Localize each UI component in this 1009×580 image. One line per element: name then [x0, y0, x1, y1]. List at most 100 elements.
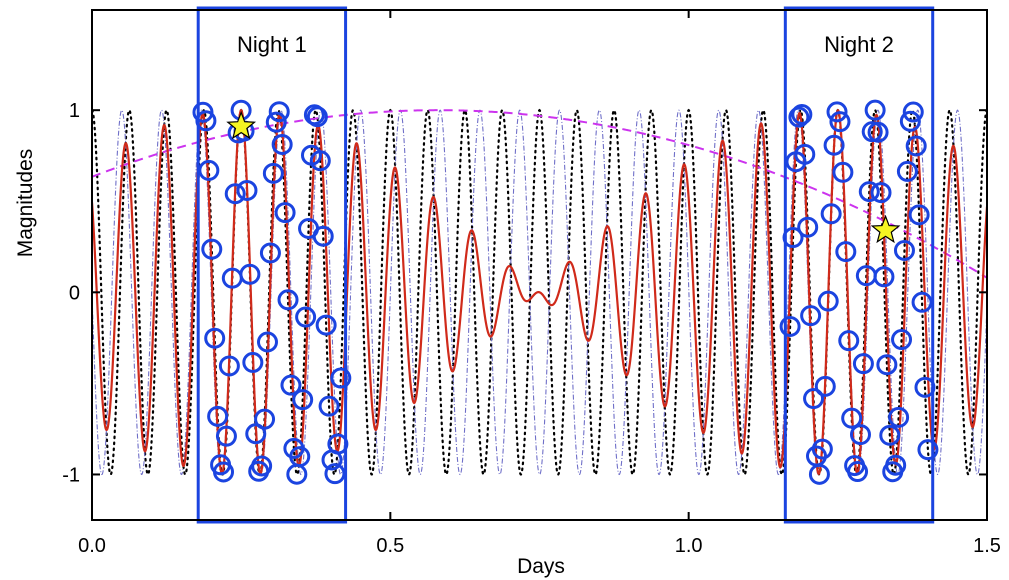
observation-point — [888, 406, 910, 428]
observation-point — [277, 289, 299, 311]
observation-point — [864, 99, 886, 121]
observation-point — [899, 110, 921, 132]
y-axis-label: Magnitudes — [14, 149, 37, 258]
observation-point — [893, 239, 915, 261]
observation-point — [242, 351, 264, 373]
axis-tick-labels: 0.0 0.5 1.0 1.5 -1 0 1 — [62, 100, 1001, 557]
observation-point — [195, 110, 217, 132]
observation-point — [803, 388, 825, 410]
observation-point — [268, 101, 290, 123]
observation-point — [914, 376, 936, 398]
observation-point — [873, 266, 895, 288]
observation-point — [879, 424, 901, 446]
observation-point — [256, 331, 278, 353]
observation-point — [838, 330, 860, 352]
observation-window-box — [783, 6, 935, 524]
observation-point — [823, 134, 845, 156]
observation-point — [867, 121, 889, 143]
highlight-star — [870, 214, 901, 244]
observation-point — [832, 161, 854, 183]
observation-point — [292, 389, 314, 411]
observation-point — [213, 461, 235, 483]
observation-point — [236, 179, 258, 201]
observation-point — [318, 395, 340, 417]
observation-point — [797, 216, 819, 238]
observation-point — [902, 101, 924, 123]
observation-point — [791, 103, 813, 125]
observation-point — [788, 106, 810, 128]
observation-point — [309, 150, 331, 172]
observation-point — [280, 374, 302, 396]
observation-point — [917, 439, 939, 461]
x-tick-label: 0.0 — [78, 535, 106, 557]
observation-point — [908, 204, 930, 226]
observation-window-label: Night 2 — [824, 32, 894, 57]
observation-point — [858, 181, 880, 203]
observation-point — [794, 143, 816, 165]
observation-point — [207, 405, 229, 427]
observation-point — [324, 463, 346, 485]
observation-point — [251, 455, 273, 477]
observation-window-box — [196, 6, 348, 524]
series-beat-line — [92, 108, 987, 476]
observation-window-label: Night 1 — [237, 32, 307, 57]
observation-point — [327, 433, 349, 455]
observation-point — [905, 135, 927, 157]
x-tick-label: 1.5 — [973, 535, 1001, 557]
observation-point — [814, 375, 836, 397]
observation-point — [289, 446, 311, 468]
observation-point — [829, 111, 851, 133]
observation-point — [254, 408, 276, 430]
highlight-star — [226, 110, 257, 140]
observation-point — [852, 353, 874, 375]
observation-point — [817, 290, 839, 312]
observation-point — [315, 314, 337, 336]
observation-point — [265, 111, 287, 133]
observation-point — [215, 425, 237, 447]
observation-point — [841, 407, 863, 429]
observation-point — [847, 461, 869, 483]
observation-point — [274, 202, 296, 224]
x-axis-label: Days — [517, 555, 565, 578]
observation-point — [896, 160, 918, 182]
observation-point — [239, 263, 261, 285]
observation-point — [218, 355, 240, 377]
x-tick-label: 1.0 — [675, 535, 703, 557]
observation-point — [782, 227, 804, 249]
observation-point — [891, 329, 913, 351]
observation-point — [198, 159, 220, 181]
y-tick-label: -1 — [62, 464, 80, 486]
observation-point — [779, 315, 801, 337]
y-tick-label: 0 — [69, 282, 80, 304]
observation-point — [826, 101, 848, 123]
observation-point — [330, 367, 352, 389]
observation-point — [312, 225, 334, 247]
observation-point — [849, 424, 871, 446]
x-tick-label: 0.5 — [376, 535, 404, 557]
observation-point — [224, 183, 246, 205]
observation-point — [835, 241, 857, 263]
plot-frame — [91, 9, 988, 521]
observation-windows: Night 1 Night 2 — [196, 6, 935, 524]
observation-point — [295, 306, 317, 328]
observation-point — [876, 354, 898, 376]
observation-point — [259, 242, 281, 264]
observation-point — [911, 291, 933, 313]
plot-background — [92, 10, 987, 520]
observation-point — [204, 327, 226, 349]
observation-point — [800, 305, 822, 327]
observation-points — [192, 99, 939, 485]
observation-point — [271, 133, 293, 155]
observation-point — [870, 182, 892, 204]
axis-ticks — [91, 10, 988, 520]
observation-point — [885, 454, 907, 476]
observation-point — [262, 162, 284, 184]
observation-point — [808, 463, 830, 485]
observation-point — [820, 203, 842, 225]
observation-point — [811, 438, 833, 460]
y-tick-label: 1 — [69, 100, 80, 122]
highlight-stars — [226, 110, 901, 244]
observation-point — [201, 238, 223, 260]
observation-point — [306, 106, 328, 128]
